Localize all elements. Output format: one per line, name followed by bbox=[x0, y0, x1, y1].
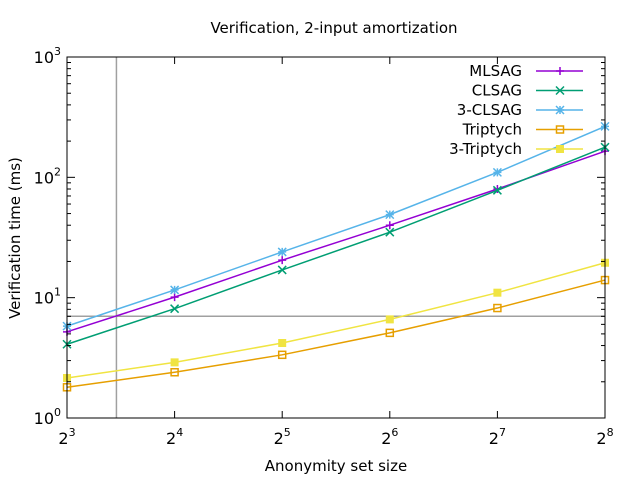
legend-label: CLSAG bbox=[472, 82, 522, 100]
data-point-3-clsag bbox=[492, 167, 502, 177]
y-tick-label-0: 100 bbox=[34, 406, 61, 428]
x-tick-label-1: 24 bbox=[166, 426, 183, 448]
data-point-triptych bbox=[170, 367, 179, 377]
legend-marker bbox=[555, 105, 565, 115]
legend-label: Triptych bbox=[462, 121, 522, 139]
series-line-3-triptych bbox=[66, 262, 606, 379]
legend-marker bbox=[555, 125, 565, 134]
series-line-mlsag bbox=[66, 150, 606, 333]
data-point-3-clsag bbox=[385, 210, 395, 220]
reference-lines bbox=[67, 57, 605, 418]
x-tick-label-2: 25 bbox=[274, 426, 291, 448]
series-3-triptych bbox=[63, 258, 609, 382]
legend-label: 3-Triptych bbox=[449, 140, 522, 158]
data-point-clsag bbox=[385, 227, 395, 237]
legend-item-3-clsag: 3-CLSAG bbox=[457, 101, 583, 119]
x-tick-label-4: 27 bbox=[489, 426, 506, 448]
chart-title: Verification, 2-input amortization bbox=[210, 19, 457, 37]
x-tick-labels: 23 24 25 26 27 28 bbox=[58, 426, 613, 448]
series-line-triptych bbox=[66, 279, 606, 389]
legend-marker bbox=[555, 85, 565, 96]
series-layer bbox=[62, 121, 610, 392]
data-point-3-triptych bbox=[278, 339, 287, 348]
data-point-3-triptych bbox=[385, 315, 394, 324]
y-tick-labels: 100 101 102 103 bbox=[34, 45, 61, 428]
ticks-layer bbox=[66, 56, 606, 419]
y-tick-label-3: 103 bbox=[34, 45, 61, 67]
series-3-clsag bbox=[62, 121, 610, 331]
data-point-3-triptych bbox=[170, 358, 179, 367]
plot-frame bbox=[66, 56, 606, 419]
series-triptych bbox=[62, 275, 610, 392]
legend-label: MLSAG bbox=[469, 62, 522, 80]
series-mlsag bbox=[63, 147, 609, 336]
data-point-3-triptych bbox=[493, 288, 502, 297]
data-point-triptych bbox=[493, 303, 502, 313]
y-tick-label-2: 102 bbox=[34, 165, 61, 187]
data-point-mlsag bbox=[170, 293, 179, 302]
legend-item-clsag: CLSAG bbox=[472, 82, 583, 100]
y-axis-label: Verification time (ms) bbox=[6, 157, 24, 319]
data-point-clsag bbox=[277, 265, 287, 275]
y-tick-label-1: 101 bbox=[34, 286, 61, 308]
data-point-triptych bbox=[385, 328, 395, 338]
legend-item-3-triptych: 3-Triptych bbox=[449, 140, 583, 158]
legend-item-triptych: Triptych bbox=[462, 121, 583, 139]
series-line-3-clsag bbox=[66, 125, 606, 327]
legend-marker bbox=[556, 145, 564, 153]
data-point-clsag bbox=[170, 304, 180, 314]
legend-item-mlsag: MLSAG bbox=[469, 62, 583, 80]
legend-label: 3-CLSAG bbox=[457, 101, 522, 119]
series-clsag bbox=[62, 142, 610, 349]
legend-marker bbox=[556, 67, 564, 75]
data-point-clsag bbox=[492, 185, 502, 195]
x-tick-label-0: 23 bbox=[58, 426, 75, 448]
data-point-3-clsag bbox=[170, 285, 180, 295]
data-point-triptych bbox=[277, 350, 287, 360]
x-axis-label: Anonymity set size bbox=[265, 457, 407, 475]
x-tick-label-3: 26 bbox=[381, 426, 398, 448]
data-point-mlsag bbox=[278, 256, 287, 265]
x-tick-label-5: 28 bbox=[596, 426, 613, 448]
data-point-mlsag bbox=[385, 221, 394, 230]
series-line-clsag bbox=[66, 146, 606, 345]
data-point-3-clsag bbox=[277, 247, 287, 257]
